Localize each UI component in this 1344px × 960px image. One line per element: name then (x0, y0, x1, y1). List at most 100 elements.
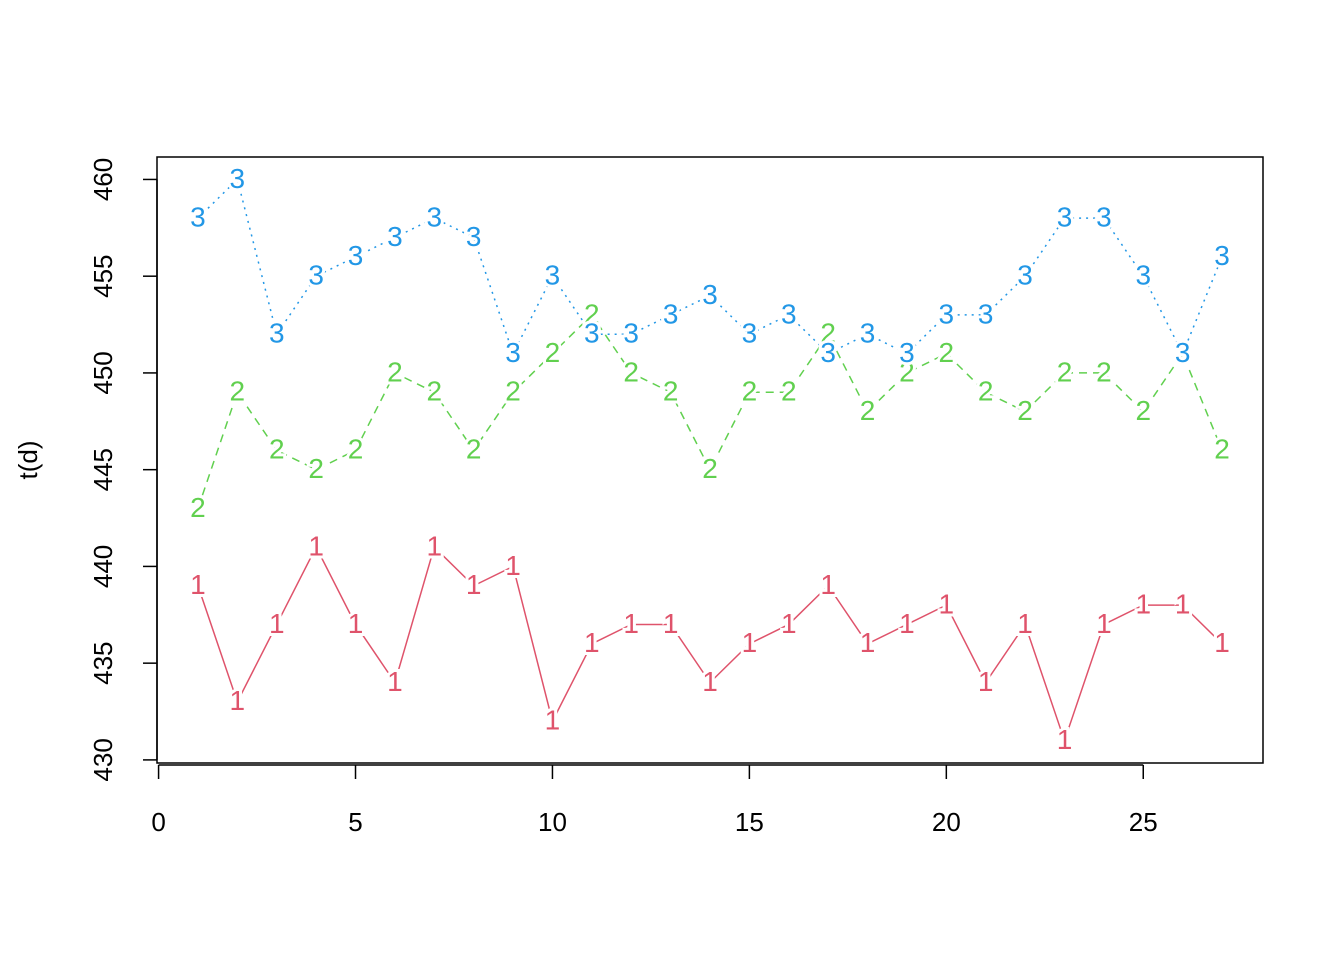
point-marker: 2 (1096, 356, 1112, 387)
point-marker: 1 (1135, 589, 1151, 620)
point-marker: 2 (269, 434, 285, 465)
series-line (197, 313, 1223, 509)
point-marker: 1 (466, 569, 482, 600)
point-marker: 1 (978, 666, 994, 697)
y-axis-label: t(d) (13, 441, 43, 480)
point-marker: 1 (742, 627, 758, 658)
point-marker: 1 (230, 685, 246, 716)
point-marker: 1 (663, 608, 679, 639)
point-marker: 3 (230, 163, 246, 194)
point-marker: 2 (466, 434, 482, 465)
point-marker: 2 (1135, 395, 1151, 426)
x-tick-label: 10 (538, 807, 567, 837)
x-tick-label: 5 (348, 807, 362, 837)
point-marker: 2 (978, 376, 994, 407)
x-tick-label: 0 (151, 807, 165, 837)
point-marker: 1 (939, 589, 955, 620)
point-marker: 2 (1017, 395, 1033, 426)
point-marker: 3 (584, 318, 600, 349)
point-marker: 2 (505, 376, 521, 407)
y-tick-label: 430 (88, 738, 118, 781)
point-marker: 3 (820, 337, 836, 368)
point-marker: 2 (1057, 356, 1073, 387)
point-marker: 2 (663, 376, 679, 407)
point-marker: 3 (860, 318, 876, 349)
point-marker: 3 (387, 221, 403, 252)
point-marker: 3 (505, 337, 521, 368)
point-marker: 1 (623, 608, 639, 639)
y-tick-label: 450 (88, 351, 118, 394)
point-marker: 2 (190, 492, 206, 523)
point-marker: 3 (426, 202, 442, 233)
point-marker: 2 (348, 434, 364, 465)
point-marker: 2 (308, 453, 324, 484)
point-marker: 2 (230, 376, 246, 407)
y-tick-label: 455 (88, 254, 118, 297)
point-marker: 2 (742, 376, 758, 407)
point-marker: 1 (899, 608, 915, 639)
point-marker: 1 (860, 627, 876, 658)
point-marker: 2 (702, 453, 718, 484)
point-marker: 3 (702, 279, 718, 310)
point-marker: 3 (348, 240, 364, 271)
point-marker: 2 (1175, 337, 1191, 368)
point-marker: 1 (702, 666, 718, 697)
point-marker: 3 (1017, 260, 1033, 291)
point-marker: 3 (466, 221, 482, 252)
point-marker: 3 (1214, 240, 1230, 271)
x-tick-label: 25 (1129, 807, 1158, 837)
point-marker: 3 (1135, 260, 1151, 291)
point-marker: 3 (978, 298, 994, 329)
point-marker: 1 (190, 569, 206, 600)
point-marker: 3 (308, 260, 324, 291)
series-line (197, 545, 1223, 743)
y-tick-label: 460 (88, 158, 118, 201)
point-marker: 1 (1175, 589, 1191, 620)
point-marker: 1 (1096, 608, 1112, 639)
point-marker: 1 (308, 530, 324, 561)
point-marker: 3 (663, 298, 679, 329)
y-tick-label: 435 (88, 641, 118, 684)
point-marker: 2 (939, 337, 955, 368)
point-marker: 1 (269, 608, 285, 639)
point-marker: 3 (1057, 202, 1073, 233)
point-marker: 2 (1214, 434, 1230, 465)
point-marker: 3 (623, 318, 639, 349)
y-tick-label: 440 (88, 545, 118, 588)
x-tick-label: 20 (932, 807, 961, 837)
point-marker: 1 (348, 608, 364, 639)
point-marker: 1 (820, 569, 836, 600)
point-marker: 3 (781, 298, 797, 329)
point-marker: 2 (623, 356, 639, 387)
point-marker: 1 (545, 705, 561, 736)
point-marker: 3 (742, 318, 758, 349)
point-marker: 1 (387, 666, 403, 697)
point-marker: 1 (1057, 724, 1073, 755)
point-marker: 3 (1096, 202, 1112, 233)
point-marker: 3 (269, 318, 285, 349)
point-marker: 2 (545, 337, 561, 368)
point-marker: 2 (584, 298, 600, 329)
point-marker: 2 (899, 356, 915, 387)
point-marker: 3 (545, 260, 561, 291)
point-marker: 3 (1175, 337, 1191, 368)
point-marker: 2 (820, 318, 836, 349)
series-line (197, 177, 1223, 356)
x-tick-label: 15 (735, 807, 764, 837)
point-marker: 2 (387, 356, 403, 387)
point-marker: 1 (1214, 627, 1230, 658)
point-marker: 3 (190, 202, 206, 233)
point-marker: 1 (505, 550, 521, 581)
point-marker: 3 (939, 298, 955, 329)
point-marker: 2 (860, 395, 876, 426)
point-marker: 2 (426, 376, 442, 407)
point-marker: 1 (781, 608, 797, 639)
y-tick-label: 445 (88, 448, 118, 491)
point-marker: 1 (1017, 608, 1033, 639)
point-marker: 2 (781, 376, 797, 407)
point-marker: 3 (899, 337, 915, 368)
point-marker: 1 (426, 530, 442, 561)
point-marker: 1 (584, 627, 600, 658)
